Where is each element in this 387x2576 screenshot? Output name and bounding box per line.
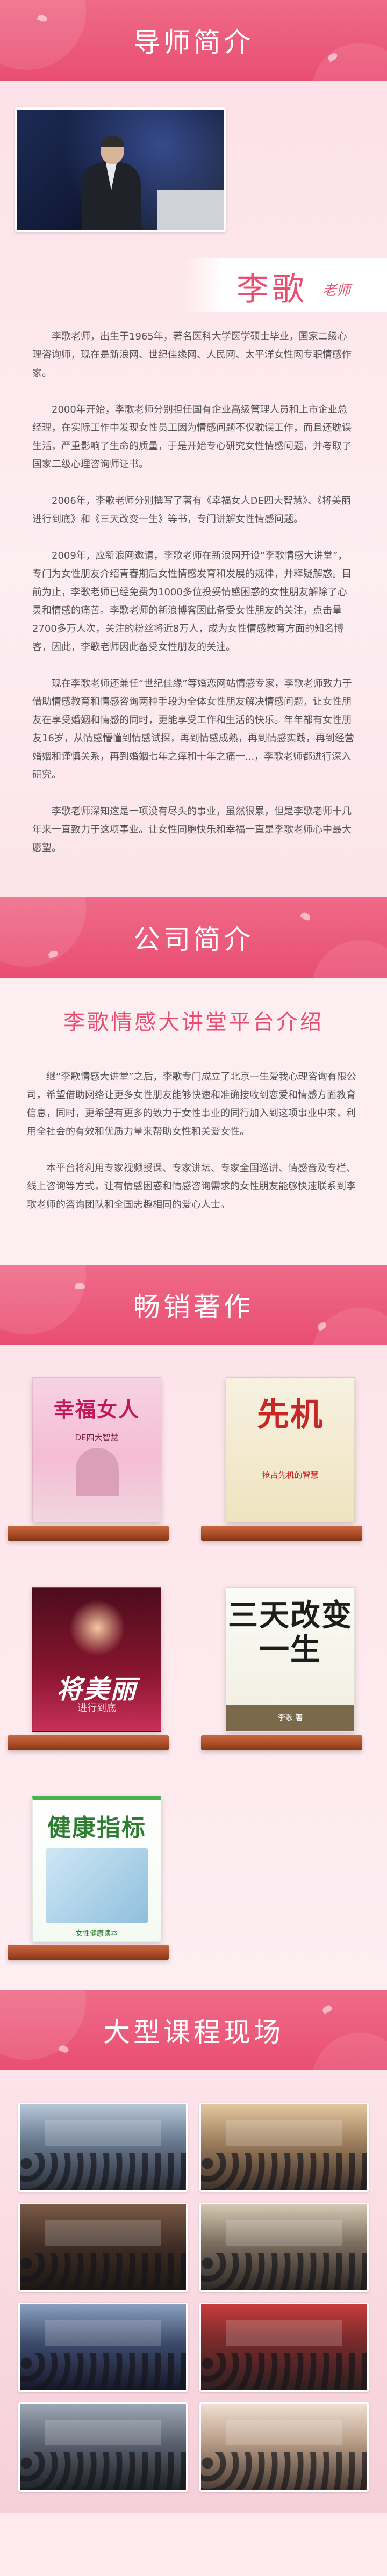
course-photo[interactable] — [18, 2203, 188, 2292]
book-title: 幸福女人 — [53, 1398, 140, 1422]
book-item[interactable]: 先机 抢占先机的智慧 — [194, 1377, 387, 1549]
section-header-mentor: 导师简介 — [0, 0, 387, 81]
book-item[interactable]: 三天改变一生 李歌 著 — [194, 1587, 387, 1759]
book-shelf — [201, 1526, 362, 1541]
book-cover[interactable]: 幸福女人 DE四大智慧 — [32, 1377, 161, 1522]
mentor-photo — [15, 107, 226, 232]
book-shelf — [8, 1735, 169, 1750]
course-photo[interactable] — [199, 2303, 369, 2392]
book-title: 将美丽 — [56, 1675, 137, 1705]
section-title-courses: 大型课程现场 — [103, 2017, 284, 2048]
bio-paragraph: 2009年，应新浪网邀请，李歌老师在新浪网开设“李歌情感大讲堂”，专门为女性朋友… — [32, 550, 352, 653]
company-title: 李歌情感大讲堂平台介绍 — [63, 1010, 324, 1035]
book-cover[interactable]: 健康指标 女性健康读本 — [32, 1796, 161, 1942]
petal-decoration — [58, 2044, 70, 2054]
book-item[interactable]: 幸福女人 DE四大智慧 — [0, 1377, 194, 1549]
petal-decoration — [37, 13, 48, 23]
book-item[interactable]: 将美丽 进行到底 — [0, 1587, 194, 1759]
petal-decoration — [47, 949, 59, 959]
book-title: 先机 — [257, 1396, 324, 1434]
section-header-courses: 大型课程现场 — [0, 1990, 387, 2070]
book-shelf — [8, 1945, 169, 1960]
bio-paragraph: 李歌老师深知这是一项没有尽头的事业，虽然很累，但是李歌老师十几年来一直致力于这项… — [32, 806, 352, 854]
book-title: 健康指标 — [47, 1814, 146, 1842]
bio-paragraph: 现在李歌老师还兼任“世纪佳缘”等婚恋网站情感专家，李歌老师致力于借助情感教育和情… — [32, 678, 354, 781]
book-cover[interactable]: 将美丽 进行到底 — [32, 1587, 161, 1732]
book-cover[interactable]: 三天改变一生 李歌 著 — [226, 1587, 355, 1732]
company-section: 李歌情感大讲堂平台介绍 继“李歌情感大讲堂”之后，李歌专门成立了北京一生爱我心理… — [0, 978, 387, 1265]
petal-decoration — [327, 52, 339, 62]
petal-decoration — [316, 1320, 328, 1332]
mentor-bio: 李歌老师，出生于1965年，著名医科大学医学硕士毕业，国家二级心理咨询师，现在是… — [0, 328, 387, 857]
book-shelf — [8, 1526, 169, 1541]
book-cover[interactable]: 先机 抢占先机的智慧 — [226, 1377, 355, 1522]
mentor-role: 老师 — [322, 283, 351, 299]
book-item[interactable]: 健康指标 女性健康读本 — [0, 1796, 194, 1968]
section-title-company: 公司简介 — [133, 924, 254, 955]
book-subtitle: DE四大智慧 — [75, 1433, 119, 1442]
books-section: 幸福女人 DE四大智慧 先机 抢占先机的智慧 将美丽 进行到底 — [0, 1345, 387, 1990]
book-subtitle: 抢占先机的智慧 — [262, 1470, 319, 1480]
course-photo[interactable] — [18, 2402, 188, 2492]
section-header-books: 畅销著作 — [0, 1265, 387, 1345]
company-paragraph: 继“李歌情感大讲堂”之后，李歌专门成立了北京一生爱我心理咨询有限公司，希望借助网… — [27, 1071, 356, 1137]
section-header-company: 公司简介 — [0, 897, 387, 978]
book-subtitle: 女性健康读本 — [75, 1930, 118, 1938]
course-photo[interactable] — [199, 2203, 369, 2292]
petal-decoration — [321, 2004, 333, 2014]
bio-paragraph: 2000年开始，李歌老师分别担任国有企业高级管理人员和上市企业总经理，在实际工作… — [32, 404, 352, 470]
course-photo[interactable] — [18, 2103, 188, 2192]
name-banner — [183, 258, 387, 312]
book-shelf — [201, 1735, 362, 1750]
page: 导师简介 李歌 老师 李歌老师，出生于1965年，著名医科大学医学硕士毕业，国家… — [0, 0, 387, 2513]
book-subtitle: 李歌 著 — [277, 1714, 303, 1722]
courses-section — [0, 2070, 387, 2513]
section-title-mentor: 导师简介 — [133, 27, 254, 58]
petal-decoration — [300, 911, 312, 922]
bio-paragraph: 2006年，李歌老师分别撰写了著有《幸福女人DE四大智慧》、《将美丽进行到底》和… — [32, 495, 352, 525]
course-photo[interactable] — [199, 2402, 369, 2492]
petal-decoration — [75, 1282, 85, 1290]
course-photo[interactable] — [18, 2303, 188, 2392]
book-subtitle: 进行到底 — [77, 1702, 116, 1714]
company-paragraph: 本平台将利用专家视频授课、专家讲坛、专家全国巡讲、情感音及专栏、线上咨询等方式，… — [27, 1163, 356, 1210]
mentor-name: 李歌 — [236, 271, 307, 308]
section-title-books: 畅销著作 — [133, 1291, 254, 1323]
bio-paragraph: 李歌老师，出生于1965年，著名医科大学医学硕士毕业，国家二级心理咨询师，现在是… — [32, 331, 352, 379]
book-title: 三天改变一生 — [228, 1598, 353, 1668]
course-photo[interactable] — [199, 2103, 369, 2192]
mentor-section: 李歌 老师 李歌老师，出生于1965年，著名医科大学医学硕士毕业，国家二级心理咨… — [0, 81, 387, 897]
